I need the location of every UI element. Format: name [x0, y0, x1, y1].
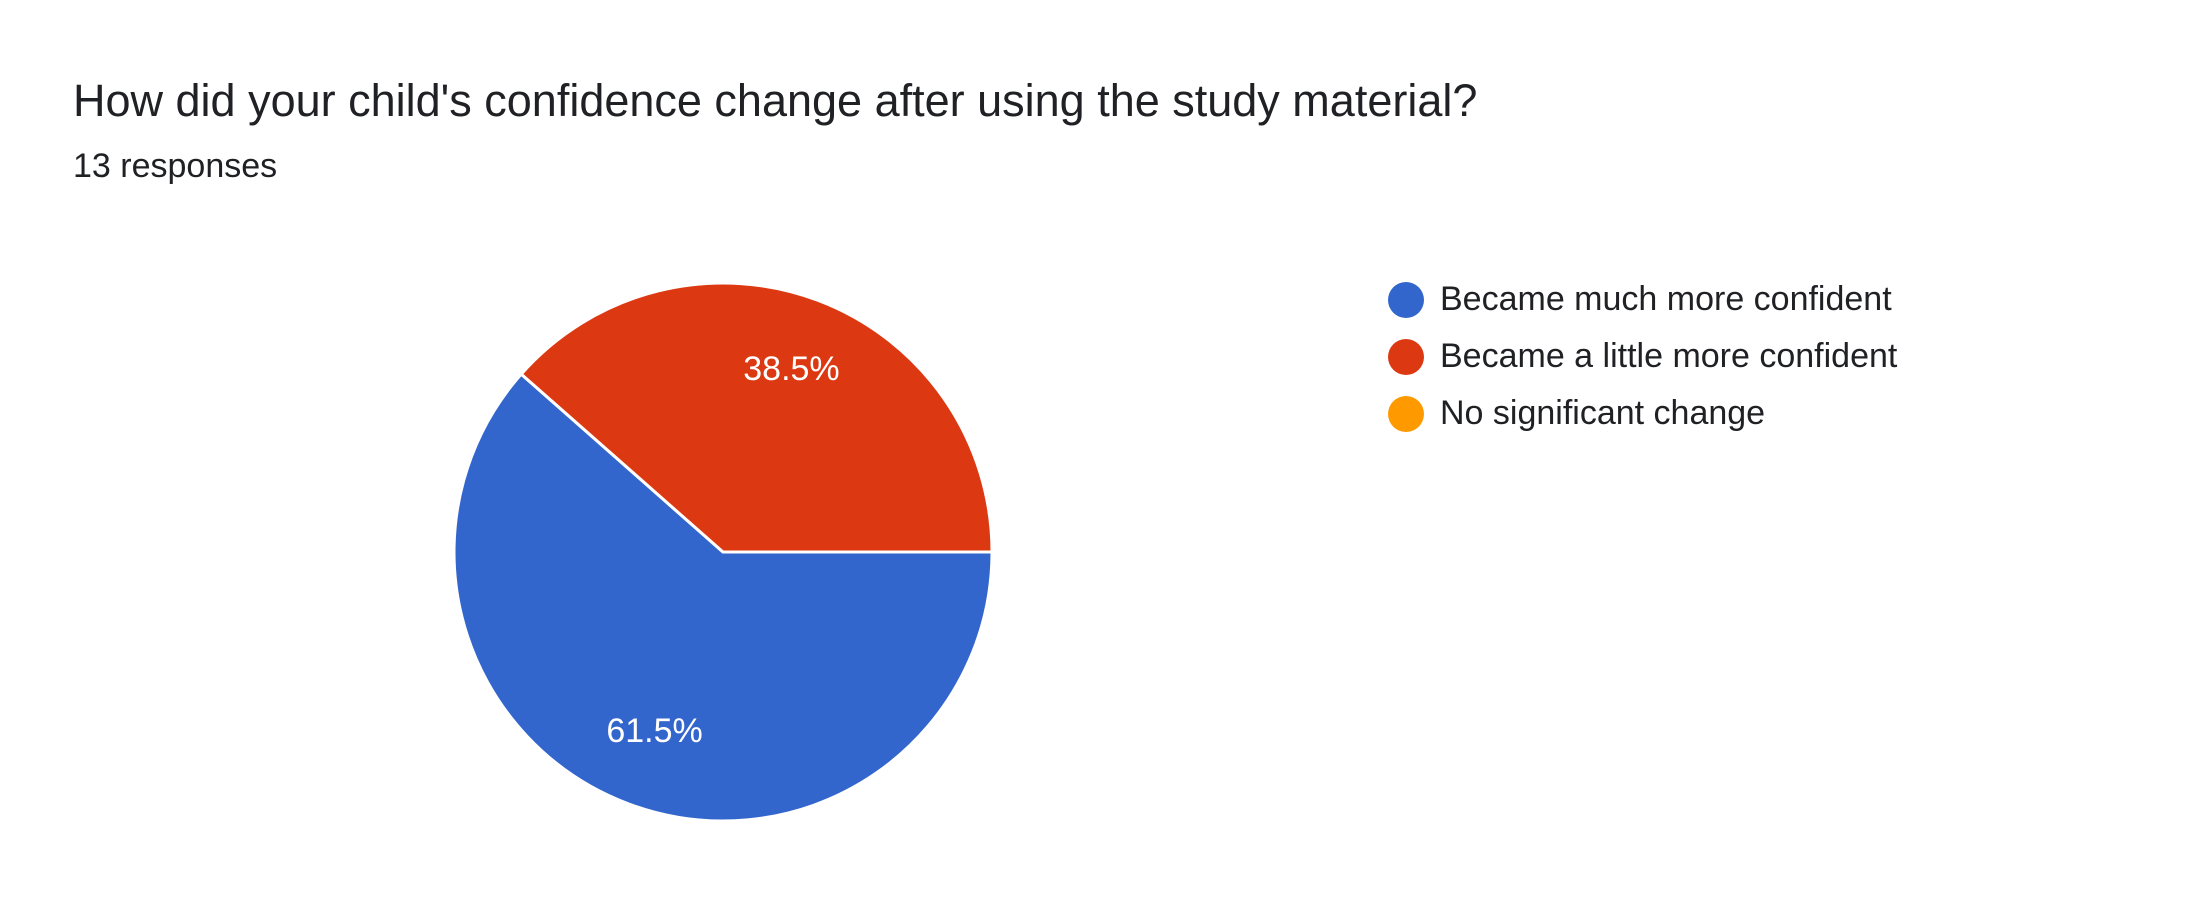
chart-title: How did your child's confidence change a… [73, 75, 1477, 126]
data-label: 61.5% [606, 712, 702, 750]
data-label: 38.5% [743, 350, 839, 388]
legend-swatch [1388, 396, 1424, 432]
chart-subtitle: 13 responses [73, 147, 277, 185]
legend-swatch [1388, 282, 1424, 318]
legend-label: Became much more confident [1440, 280, 1892, 318]
pie-slice [519, 281, 994, 554]
legend-swatch [1388, 339, 1424, 375]
legend-label: No significant change [1440, 394, 1765, 432]
pie-slice [452, 371, 994, 823]
legend-label: Became a little more confident [1440, 337, 1898, 375]
